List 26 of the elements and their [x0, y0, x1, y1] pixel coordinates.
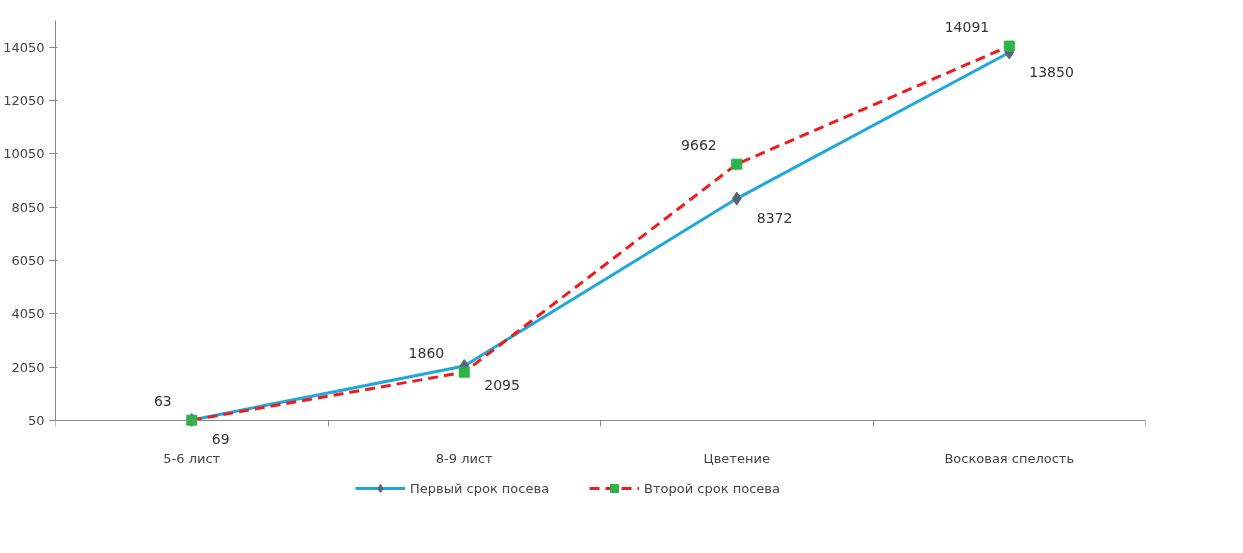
- data-label: 8372: [756, 209, 793, 226]
- x-tick-label: Цветение: [703, 450, 770, 466]
- data-label: 9662: [681, 137, 717, 154]
- data-label: 14091: [944, 19, 990, 36]
- y-tick-label: 12050: [3, 93, 45, 108]
- y-tick-label: 14050: [3, 39, 45, 55]
- y-tick-label: 8050: [11, 199, 45, 215]
- point: [1003, 40, 1015, 52]
- point: [731, 191, 742, 206]
- data-label: 13850: [1029, 63, 1074, 80]
- y-tick-label: 10050: [3, 146, 45, 162]
- data-label: 63: [153, 393, 172, 410]
- legend-label: Второй срок посева: [644, 480, 780, 496]
- y-tick-label: 50: [27, 413, 45, 428]
- y-tick-label: 4050: [11, 306, 45, 322]
- data-label: 1860: [408, 345, 445, 362]
- data-label: 69: [211, 430, 230, 447]
- data-label: 2095: [484, 376, 520, 393]
- point: [458, 366, 470, 378]
- x-tick-label: 5-6 лист: [163, 450, 221, 466]
- legend-label: Первый срок посева: [410, 480, 550, 496]
- y-tick-label: 2050: [11, 359, 45, 375]
- y-tick-label: 6050: [11, 253, 45, 268]
- x-tick-label: Восковая спелость: [944, 450, 1075, 466]
- x-tick-label: 8-9 лист: [435, 450, 494, 466]
- point: [731, 158, 743, 170]
